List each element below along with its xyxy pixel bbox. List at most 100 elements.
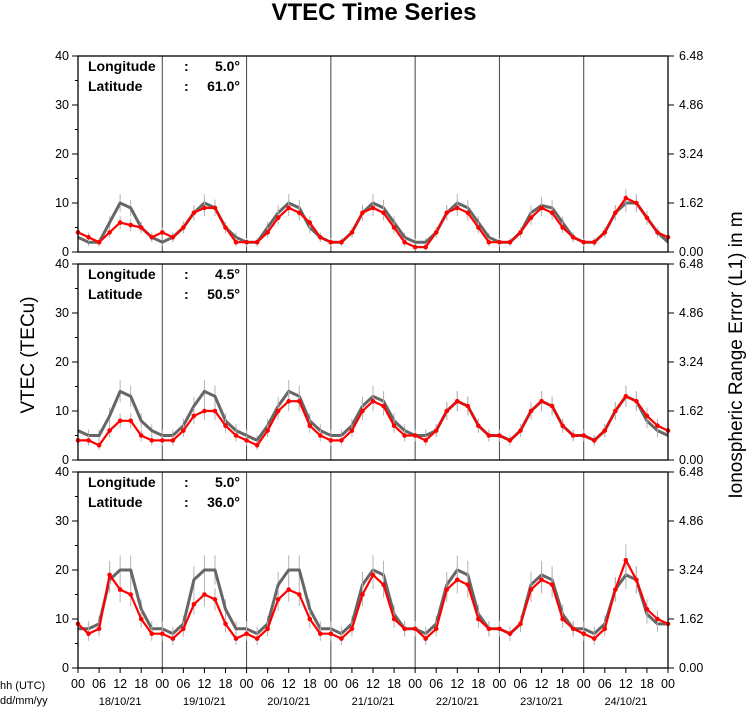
- observed-point: [581, 631, 587, 636]
- date-label: 21/10/21: [352, 696, 395, 708]
- observed-point: [96, 443, 102, 448]
- x-tick-label: 18: [219, 677, 233, 691]
- observed-point: [107, 230, 112, 235]
- x-tick-label: 06: [345, 677, 359, 691]
- observed-point: [349, 428, 355, 433]
- hour-axis-caption: hh (UTC): [0, 680, 45, 692]
- y-tick-label-right: 4.86: [679, 514, 703, 528]
- x-tick-label: 00: [492, 677, 506, 691]
- observed-point: [381, 403, 386, 409]
- observed-point: [549, 582, 555, 587]
- y-tick-label-left: 20: [55, 147, 69, 161]
- x-tick-label: 00: [661, 677, 675, 691]
- y-tick-label-left: 40: [55, 257, 69, 271]
- observed-point: [307, 616, 313, 622]
- observed-point: [476, 616, 481, 622]
- observed-point: [265, 626, 270, 632]
- panel-frame: [77, 263, 669, 461]
- observed-point: [623, 195, 629, 201]
- observed-point: [444, 587, 450, 592]
- observed-point: [265, 230, 270, 235]
- observed-point: [497, 239, 502, 245]
- observed-point: [86, 235, 91, 240]
- y-tick-label-left: 0: [62, 661, 69, 675]
- observed-point: [454, 577, 460, 583]
- y-tick-label-left: 0: [62, 245, 69, 259]
- y-tick-label-right: 1.62: [679, 404, 703, 418]
- observed-point: [476, 423, 481, 429]
- y-axis-label-left: VTEC (TECu): [18, 296, 39, 413]
- x-tick-label: 12: [282, 677, 296, 691]
- x-tick-label: 18: [640, 677, 654, 691]
- observed-point: [570, 626, 576, 632]
- observed-point: [570, 433, 576, 438]
- date-label: 19/10/21: [183, 696, 226, 708]
- observed-point: [244, 631, 249, 636]
- x-tick-label: 06: [429, 677, 443, 691]
- observed-point: [223, 423, 228, 429]
- latitude-value: 61.0°: [207, 78, 240, 94]
- observed-point: [655, 423, 660, 429]
- observed-point: [117, 587, 123, 592]
- observed-point: [233, 636, 239, 641]
- x-tick-label: 12: [450, 677, 464, 691]
- x-axis-group: 00 06 12 18 18/10/21 00 06 12 18 19/10/21 00 06 12 18…: [71, 668, 675, 708]
- longitude-label: Longitude: [88, 58, 156, 74]
- panel-3: 0 10 20 30 40 0.00 1.62 3.24 4.86 6.48 Longitude: 5…: [55, 465, 703, 675]
- observed-point: [233, 239, 239, 245]
- y-tick-label-left: 0: [62, 453, 69, 467]
- observed-point: [181, 225, 186, 230]
- observed-point: [402, 433, 407, 438]
- observed-point: [423, 438, 428, 443]
- longitude-colon: :: [184, 266, 189, 282]
- longitude-label: Longitude: [88, 474, 156, 490]
- observed-point: [539, 205, 544, 211]
- observed-point: [202, 408, 207, 414]
- x-tick-label: 00: [71, 677, 85, 691]
- chart-title: VTEC Time Series: [272, 0, 477, 26]
- observed-point: [307, 220, 313, 225]
- observed-point: [602, 626, 608, 632]
- observed-point: [339, 239, 344, 245]
- observed-point: [191, 413, 197, 419]
- observed-point: [412, 433, 418, 438]
- x-tick-label: 06: [92, 677, 106, 691]
- y-tick-label-left: 40: [55, 465, 69, 479]
- observed-point: [138, 225, 144, 230]
- observed-point: [528, 215, 534, 220]
- date-axis-caption: dd/mm/yy: [0, 695, 48, 707]
- y-tick-label-right: 1.62: [679, 612, 703, 626]
- observed-point: [570, 235, 576, 240]
- observed-point: [328, 438, 334, 443]
- observed-point: [549, 403, 555, 409]
- observed-point: [339, 438, 344, 443]
- observed-point: [581, 433, 587, 438]
- observed-point: [339, 636, 344, 641]
- y-tick-label-right: 4.86: [679, 98, 703, 112]
- y-tick-label-left: 20: [55, 563, 69, 577]
- observed-point: [233, 433, 239, 438]
- observed-point: [138, 616, 144, 622]
- observed-point: [191, 210, 197, 216]
- observed-point: [370, 398, 376, 404]
- observed-point: [202, 592, 207, 597]
- observed-point: [581, 239, 587, 245]
- x-tick-label: 00: [155, 677, 169, 691]
- observed-point: [539, 577, 544, 583]
- date-label: 24/10/21: [604, 696, 647, 708]
- observed-point: [539, 398, 544, 404]
- y-tick-label-left: 30: [55, 514, 69, 528]
- observed-point: [254, 443, 260, 448]
- longitude-value: 5.0°: [215, 474, 240, 490]
- x-tick-label: 06: [176, 677, 190, 691]
- panel-2: 0 10 20 30 40 0.00 1.62 3.24 4.86 6.48 Longitude: 4…: [55, 257, 703, 467]
- observed-point: [613, 408, 618, 414]
- observed-point: [149, 438, 155, 443]
- observed-point: [465, 210, 471, 216]
- observed-point: [391, 225, 397, 230]
- y-tick-label-right: 6.48: [679, 465, 703, 479]
- observed-point: [360, 592, 365, 597]
- observed-point: [444, 408, 450, 414]
- observed-point: [497, 433, 502, 438]
